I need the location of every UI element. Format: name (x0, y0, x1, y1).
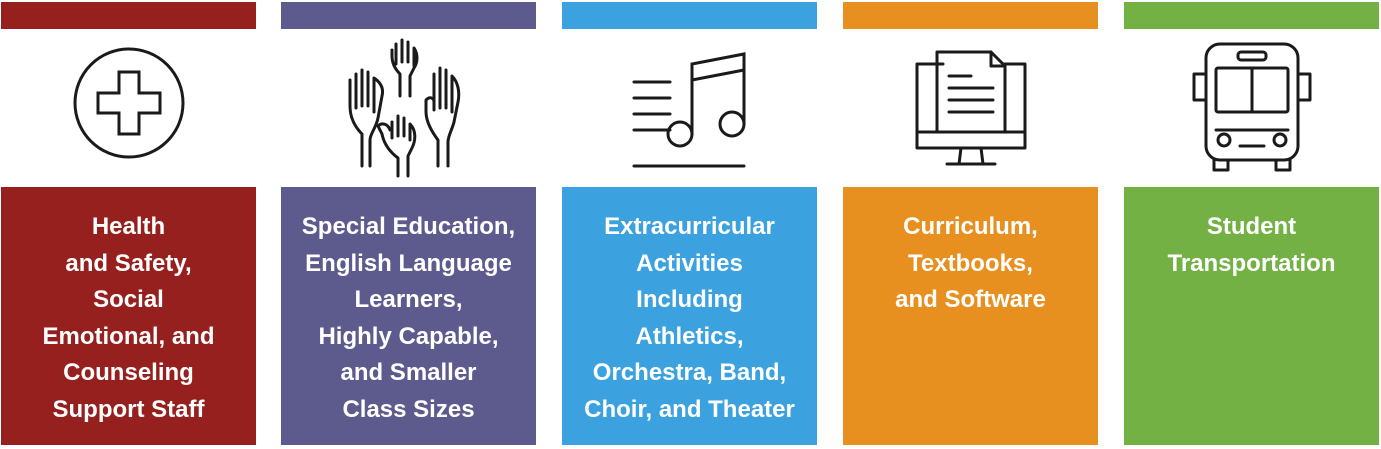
label-line: Including (636, 286, 743, 313)
label-line: Emotional, and (42, 322, 215, 350)
top-color-bar (1, 2, 256, 29)
label-line: Activities (636, 249, 743, 277)
label-line: Choir, and Theater (584, 395, 795, 423)
card-health-safety: Health and Safety, Social Emotional, and… (1, 0, 256, 449)
top-color-bar (562, 2, 817, 29)
label-line: Orchestra, Band, (592, 359, 787, 386)
label-line: Special Education, (301, 213, 516, 240)
card-panel: Student Transportation (1124, 187, 1379, 445)
card-label: Student Transportation (1124, 187, 1379, 282)
card-panel: Health and Safety, Social Emotional, and… (1, 187, 256, 445)
label-line: English Language (305, 249, 512, 277)
card-extracurricular: Extracurricular Activities Including Ath… (562, 0, 817, 449)
card-panel: Special Education, English Language Lear… (281, 187, 536, 445)
card-label: Curriculum, Textbooks, and Software (843, 187, 1098, 319)
card-special-education: Special Education, English Language Lear… (281, 0, 536, 449)
label-line: and Smaller (340, 359, 477, 386)
card-curriculum: Curriculum, Textbooks, and Software (843, 0, 1098, 449)
label-line: Athletics, (635, 322, 744, 350)
school-bus-icon (1124, 36, 1379, 181)
music-note-icon (562, 36, 817, 181)
label-line: and Software (895, 286, 1046, 313)
medical-cross-icon (1, 36, 256, 181)
card-label: Extracurricular Activities Including Ath… (562, 187, 817, 428)
label-line: Health (91, 213, 166, 240)
label-line: Support Staff (52, 395, 205, 423)
label-line: Learners, (354, 286, 463, 313)
label-line: Highly Capable, (318, 322, 499, 350)
card-panel: Extracurricular Activities Including Ath… (562, 187, 817, 445)
card-label: Special Education, English Language Lear… (281, 187, 536, 428)
top-color-bar (1124, 2, 1379, 29)
label-line: Social (93, 286, 164, 313)
label-line: Transportation (1167, 249, 1336, 277)
computer-document-icon (843, 36, 1098, 181)
card-panel: Curriculum, Textbooks, and Software (843, 187, 1098, 445)
raised-hands-icon (281, 36, 536, 181)
card-label: Health and Safety, Social Emotional, and… (1, 187, 256, 428)
top-color-bar (843, 2, 1098, 29)
label-line: Extracurricular (604, 213, 775, 240)
label-line: Class Sizes (342, 395, 475, 423)
top-color-bar (281, 2, 536, 29)
label-line: Curriculum, (903, 213, 1038, 240)
label-line: and Safety, (65, 249, 192, 277)
card-transportation: Student Transportation (1124, 0, 1379, 449)
label-line: Student (1206, 213, 1297, 240)
label-line: Counseling (63, 359, 194, 386)
label-line: Textbooks, (908, 249, 1033, 277)
